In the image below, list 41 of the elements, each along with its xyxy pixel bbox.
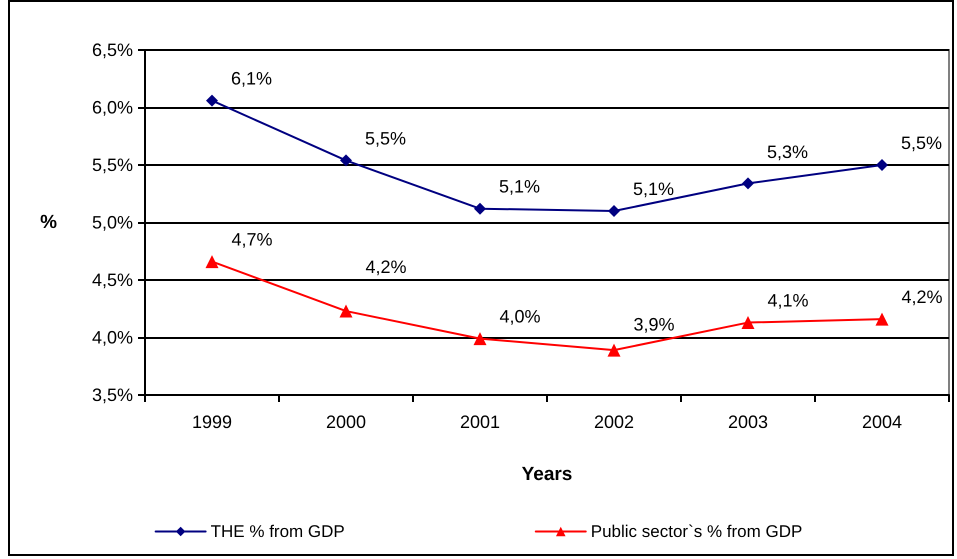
point — [742, 177, 754, 190]
point — [876, 312, 888, 326]
y-tick-label: 4,0% — [92, 328, 133, 348]
y-tick-label: 5,5% — [92, 155, 133, 175]
data-label: 3,9% — [634, 314, 675, 334]
point — [340, 304, 352, 318]
data-label: 6,1% — [231, 68, 272, 89]
point — [742, 316, 754, 330]
data-label: 4,0% — [500, 306, 541, 327]
x-tick-label: 2002 — [594, 412, 634, 432]
y-tick-label: 5,0% — [92, 212, 133, 232]
y-axis-title: % — [40, 212, 58, 233]
point — [206, 94, 218, 107]
point — [608, 205, 620, 217]
x-tick-label: 2003 — [728, 412, 768, 432]
y-tick-label: 6,0% — [92, 98, 133, 118]
point — [608, 344, 620, 357]
y-tick-label: 4,5% — [92, 270, 133, 290]
legend-label: THE % from GDP — [210, 522, 345, 541]
data-label: 4,2% — [366, 257, 407, 277]
point — [340, 154, 352, 166]
data-label: 4,7% — [232, 230, 273, 250]
data-label: 5,3% — [767, 142, 808, 162]
x-tick-label: 2001 — [460, 412, 500, 432]
data-label: 4,2% — [902, 287, 943, 308]
y-tick-label: 6,5% — [92, 40, 133, 60]
point — [474, 202, 486, 215]
point — [474, 332, 486, 346]
data-label: 5,5% — [901, 133, 942, 153]
x-tick-label: 2004 — [862, 412, 902, 432]
data-label: 5,1% — [499, 176, 540, 197]
data-label: 4,1% — [768, 290, 809, 311]
x-tick-label: 1999 — [192, 412, 232, 432]
x-tick-label: 2000 — [326, 412, 366, 432]
data-label: 5,1% — [633, 179, 674, 199]
x-axis-title: Years — [522, 464, 572, 485]
point — [876, 159, 888, 171]
legend-label: Public sector`s % from GDP — [590, 522, 802, 541]
data-label: 5,5% — [365, 128, 406, 148]
point — [206, 255, 218, 268]
y-tick-label: 3,5% — [92, 385, 133, 405]
